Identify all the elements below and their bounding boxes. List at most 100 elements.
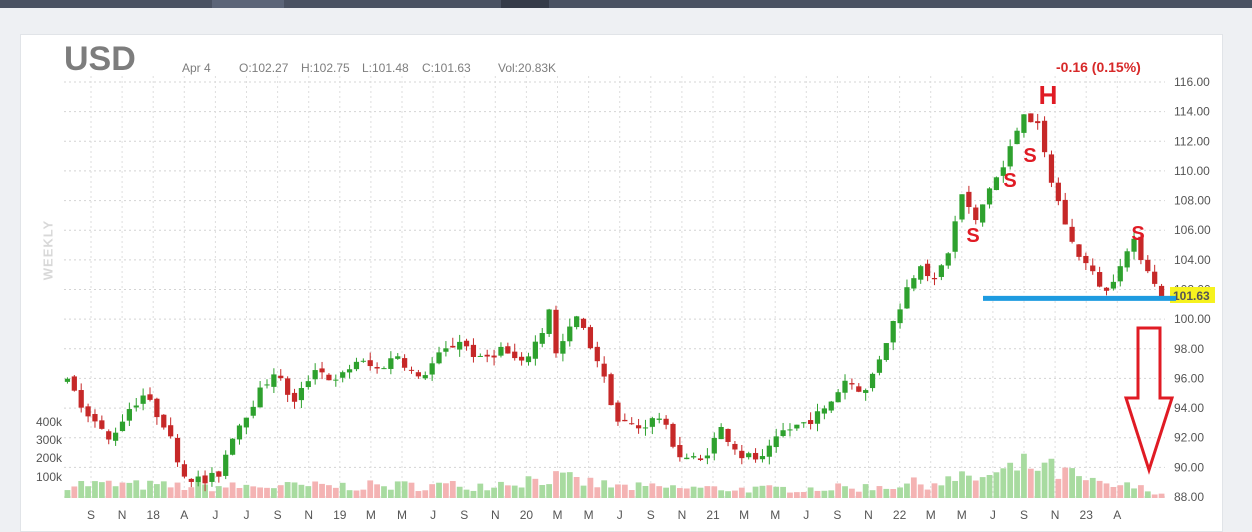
volume-bar [986,475,993,498]
candle-body [243,417,249,428]
volume-bar [140,489,147,498]
candle-body [463,340,470,347]
volume-bar [236,487,243,498]
volume-bar [85,486,91,498]
volume-bars [64,453,1165,498]
candle-body [415,372,421,377]
price-tick-label: 116.00 [1174,75,1210,89]
candle-body [773,436,779,448]
volume-bar [415,491,422,498]
candle-body [656,418,662,420]
candle-body [725,428,731,442]
volume-tick-label: 200k [36,451,63,465]
volume-bar [560,472,566,498]
volume-bar [174,482,181,498]
candle-body [808,420,814,425]
volume-bar [202,484,208,498]
candle-body [477,355,483,357]
volume-bar [766,485,773,498]
volume-bar [532,478,539,498]
shoulder-label: S [1003,170,1016,192]
candle-body [532,341,538,359]
candle-body [973,207,979,221]
time-tick-label: J [617,508,623,522]
candle-body [422,375,428,379]
volume-bar [683,488,690,498]
candlesticks [64,113,1165,492]
candle-body [374,366,380,369]
volume-bar [498,481,504,498]
candle-body [112,432,119,441]
volume-bar [793,492,800,498]
volume-bar [264,487,270,498]
volume-bar [408,482,415,498]
volume-bar [1069,468,1075,498]
volume-bar [628,490,635,498]
time-tick-label: 22 [893,508,907,522]
candle-body [78,390,84,408]
candle-body [883,343,889,360]
candle-body [271,374,277,387]
volume-bar [1000,468,1007,498]
volume-bar [1144,491,1151,498]
volume-bar [904,483,910,498]
volume-bar [787,492,793,498]
volume-bar [291,482,298,498]
candle-body [367,360,373,367]
volume-bar [436,482,442,498]
candle-body [959,194,965,220]
volume-bar [64,490,71,498]
volume-bar [855,491,862,498]
time-tick-label: 21 [706,508,720,522]
volume-bar [800,492,807,498]
volume-tick-label: 100k [36,470,63,484]
volume-bar [222,487,229,498]
candle-body [546,309,552,334]
volume-bar [849,488,855,498]
candle-body [759,456,766,460]
time-tick-label: S [833,508,841,522]
volume-bar [1117,485,1124,498]
candle-body [491,355,497,358]
candle-body [567,326,573,342]
candle-body [64,378,71,382]
volume-bar [917,484,924,498]
candle-body [1007,146,1013,167]
candle-body [842,380,848,393]
candle-body [1117,266,1123,282]
candle-body [911,278,917,289]
volume-bar [92,481,98,498]
time-tick-label: N [118,508,127,522]
volume-bar [167,487,174,498]
candle-body [876,359,883,373]
candle-body [574,316,580,328]
candle-body [525,356,532,363]
volume-bar [1131,488,1137,498]
top-nav-tab-1[interactable] [212,0,284,8]
candle-body [291,392,298,402]
volume-bar [828,490,835,498]
volume-bar [1124,482,1131,498]
volume-bar [869,490,876,498]
candle-body [223,454,229,476]
close-value: C:101.63 [422,61,471,75]
candle-body [140,395,146,404]
volume-bar [105,480,112,498]
price-tick-label: 112.00 [1174,134,1210,148]
candle-body [257,387,263,408]
time-tick-label: 19 [333,508,347,522]
candle-body [580,318,587,328]
candle-body [505,346,511,354]
candle-body [457,341,463,350]
candle-body [1041,120,1048,153]
time-tick-label: S [647,508,655,522]
time-tick-label: A [1113,508,1121,522]
candle-body [828,401,834,411]
candle-body [470,344,477,357]
top-nav-tab-2[interactable] [501,0,549,8]
price-tick-label: 96.00 [1174,371,1204,385]
candle-body [202,475,208,484]
volume-bar [663,487,669,498]
candle-body [766,445,772,457]
